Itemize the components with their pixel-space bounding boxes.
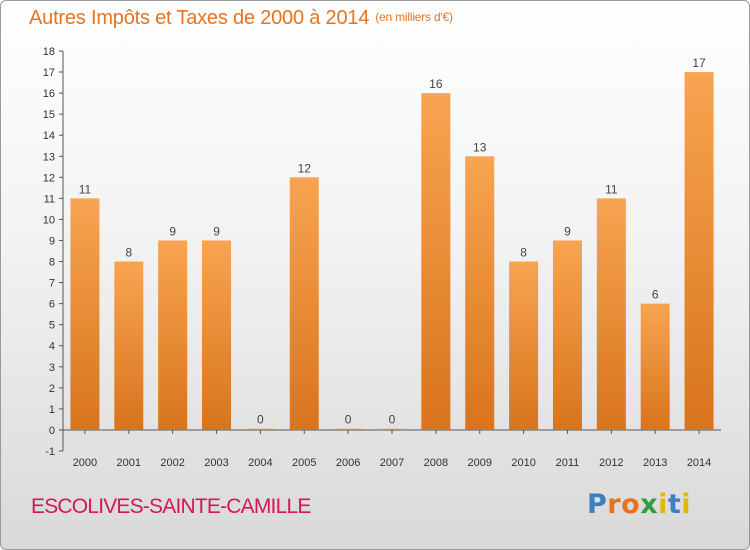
bar	[377, 428, 407, 430]
bar	[509, 261, 539, 430]
y-tick-label: 1	[49, 404, 55, 416]
y-tick-label: 5	[49, 320, 55, 332]
x-tick-label: 2012	[599, 457, 623, 469]
chart-title: Autres Impôts et Taxes de 2000 à 2014 (en…	[29, 7, 453, 30]
x-tick-label: 2003	[204, 457, 228, 469]
logo-letter: x	[640, 489, 659, 520]
x-tick-label: 2000	[73, 457, 97, 469]
bar	[333, 428, 363, 430]
x-tick-label: 2009	[467, 457, 491, 469]
bar	[640, 303, 670, 430]
y-tick-label: 6	[49, 299, 55, 311]
data-label: 13	[473, 140, 487, 154]
logo-letter: P	[587, 489, 608, 520]
x-tick-label: 2007	[380, 457, 404, 469]
x-tick-label: 2013	[643, 457, 667, 469]
data-label: 11	[79, 182, 92, 196]
y-tick-label: 7	[49, 278, 55, 290]
y-tick-label: 9	[49, 235, 55, 247]
y-tick-label: 15	[43, 109, 55, 121]
data-label: 11	[605, 182, 618, 196]
x-tick-label: 2006	[336, 457, 360, 469]
data-label: 0	[389, 413, 396, 427]
y-tick-label: 14	[43, 130, 55, 142]
y-tick-label: -1	[45, 446, 55, 458]
y-tick-label: 12	[43, 172, 55, 184]
y-tick-label: 3	[49, 362, 55, 374]
data-label: 8	[125, 246, 132, 260]
chart-bars	[70, 72, 714, 430]
bar	[158, 240, 188, 430]
x-tick-label: 2005	[292, 457, 316, 469]
bar	[70, 198, 100, 430]
bar	[596, 198, 626, 430]
y-tick-label: 11	[44, 193, 55, 205]
bar	[421, 93, 451, 430]
x-tick-label: 2008	[424, 457, 448, 469]
y-tick-label: 4	[49, 341, 55, 353]
bar	[245, 428, 275, 430]
chart-subtitle: (en milliers d'€)	[375, 10, 453, 24]
x-tick-label: 2014	[687, 457, 711, 469]
chart-data-labels: 11 8 9 9 0 12 0 0 16 13 8 9 11 6 17	[79, 56, 706, 427]
logo-letter: o	[621, 489, 641, 520]
x-tick-label: 2001	[117, 457, 141, 469]
bar	[202, 240, 232, 430]
y-tick-label: 8	[49, 257, 55, 269]
bar	[114, 261, 144, 430]
logo-letter: i	[681, 489, 692, 520]
bar	[289, 177, 319, 430]
bar	[684, 72, 714, 430]
data-label: 9	[564, 224, 571, 238]
data-label: 16	[429, 77, 443, 91]
data-label: 8	[520, 246, 527, 260]
logo-letter: r	[607, 489, 622, 520]
x-tick-label: 2010	[511, 457, 535, 469]
x-tick-label: 2004	[248, 457, 272, 469]
bar	[552, 240, 582, 430]
y-tick-label: 0	[49, 425, 55, 437]
data-label: 0	[257, 413, 264, 427]
data-label: 0	[345, 413, 352, 427]
data-label: 9	[169, 224, 176, 238]
location-name: ESCOLIVES-SAINTE-CAMILLE	[31, 495, 311, 518]
data-label: 12	[298, 161, 312, 175]
y-tick-label: 10	[43, 214, 55, 226]
x-tick-label: 2011	[556, 457, 580, 469]
bar	[465, 156, 495, 430]
y-tick-label: 18	[43, 46, 55, 58]
data-label: 17	[692, 56, 706, 70]
y-tick-label: 17	[43, 67, 55, 79]
x-tick-label: 2002	[160, 457, 184, 469]
chart-title-text: Autres Impôts et Taxes de 2000 à 2014	[29, 7, 370, 29]
proxiti-logo: Proxiti	[587, 489, 691, 520]
y-tick-label: 2	[49, 383, 55, 395]
data-label: 9	[213, 224, 220, 238]
y-tick-label: 13	[43, 151, 55, 163]
y-tick-label: 16	[43, 88, 55, 100]
data-label: 6	[652, 288, 659, 302]
logo-letter: i	[658, 489, 668, 520]
logo-letter: t	[667, 489, 682, 520]
